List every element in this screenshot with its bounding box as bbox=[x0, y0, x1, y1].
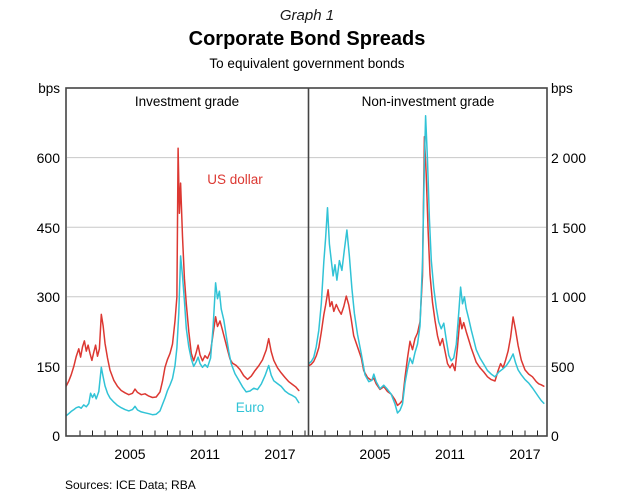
left-ytick-150: 150 bbox=[36, 359, 60, 375]
sources-note: Sources: ICE Data; RBA bbox=[65, 478, 196, 492]
left-ytick-450: 450 bbox=[36, 220, 60, 236]
panel-title-investment-grade: Investment grade bbox=[134, 94, 240, 109]
us-dollar-series-label: US dollar bbox=[207, 172, 263, 187]
us-dollar-line-investment bbox=[65, 147, 300, 399]
graph-title: Corporate Bond Spreads bbox=[188, 28, 426, 50]
right-xlabel-2011: 2011 bbox=[434, 446, 466, 462]
right-xlabel-2017: 2017 bbox=[509, 446, 541, 462]
left-xlabel-2011: 2011 bbox=[189, 446, 221, 462]
left-ytick-0: 0 bbox=[52, 428, 60, 444]
right-ytick-2000: 2 000 bbox=[551, 150, 587, 166]
euro-series-label: Euro bbox=[235, 400, 265, 415]
panel-title-non-investment-grade: Non-investment grade bbox=[361, 94, 495, 109]
right-ytick-1500: 1 500 bbox=[551, 220, 587, 236]
us-dollar-line-non-investment bbox=[308, 135, 545, 407]
left-axis-unit: bps bbox=[38, 81, 60, 96]
right-axis-unit: bps bbox=[551, 81, 573, 96]
plot-frame bbox=[65, 87, 548, 437]
left-xlabel-2017: 2017 bbox=[264, 446, 296, 462]
graph-subtitle: To equivalent government bonds bbox=[209, 56, 405, 71]
left-ytick-600: 600 bbox=[36, 150, 60, 166]
euro-line-non-investment bbox=[308, 115, 545, 414]
left-ytick-300: 300 bbox=[36, 289, 60, 305]
left-xlabel-2005: 2005 bbox=[114, 446, 146, 462]
right-ytick-500: 500 bbox=[551, 359, 575, 375]
graph-number: Graph 1 bbox=[279, 7, 335, 24]
right-ytick-0: 0 bbox=[551, 428, 559, 444]
right-ytick-1000: 1 000 bbox=[551, 289, 587, 305]
right-xlabel-2005: 2005 bbox=[359, 446, 391, 462]
euro-line-investment bbox=[65, 255, 300, 417]
